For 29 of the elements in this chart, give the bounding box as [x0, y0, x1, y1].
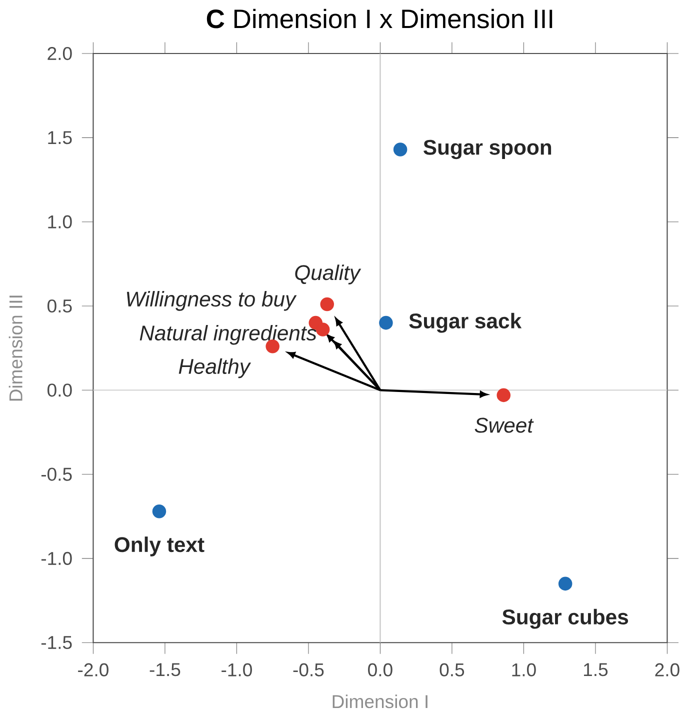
chart-title: C Dimension I x Dimension III — [206, 8, 552, 28]
series-label: Sugar spoon — [424, 140, 552, 160]
x-tick-label: 0.0 — [368, 663, 392, 676]
x-tick-label: -2.0 — [78, 663, 108, 676]
series-label: Quality — [295, 264, 362, 284]
x-axis-title: Dimension I — [332, 694, 428, 708]
series-label: Sweet — [474, 418, 534, 433]
y-tick-label: -1.5 — [41, 636, 72, 650]
series-label: Sugar cubes — [502, 608, 628, 629]
x-tick-label: -0.5 — [293, 663, 324, 676]
x-tick-label: 2.0 — [655, 663, 680, 676]
series-label: Willingness to buy — [127, 291, 297, 311]
series-label: Sugar sack — [409, 312, 522, 333]
y-tick-label: -0.5 — [41, 468, 72, 481]
y-tick-label: -1.0 — [41, 552, 72, 565]
y-tick-label: 0.5 — [48, 299, 72, 313]
y-tick-label: 2.0 — [48, 46, 72, 60]
y-axis-title: Dimension III — [8, 296, 22, 401]
y-tick-label: 1.0 — [48, 215, 72, 228]
y-tick-label: 0.0 — [48, 384, 72, 397]
series-label: Natural ingredients — [140, 324, 317, 345]
x-tick-label: 1.5 — [584, 663, 608, 676]
y-tick-label: 1.5 — [48, 131, 72, 144]
x-tick-label: -1.5 — [150, 663, 180, 676]
x-tick-label: 1.0 — [512, 663, 536, 676]
series-label: Only text — [114, 536, 204, 556]
series-label: Healthy — [178, 358, 252, 378]
x-tick-label: -1.0 — [222, 663, 252, 676]
x-tick-label: 0.5 — [440, 663, 464, 676]
